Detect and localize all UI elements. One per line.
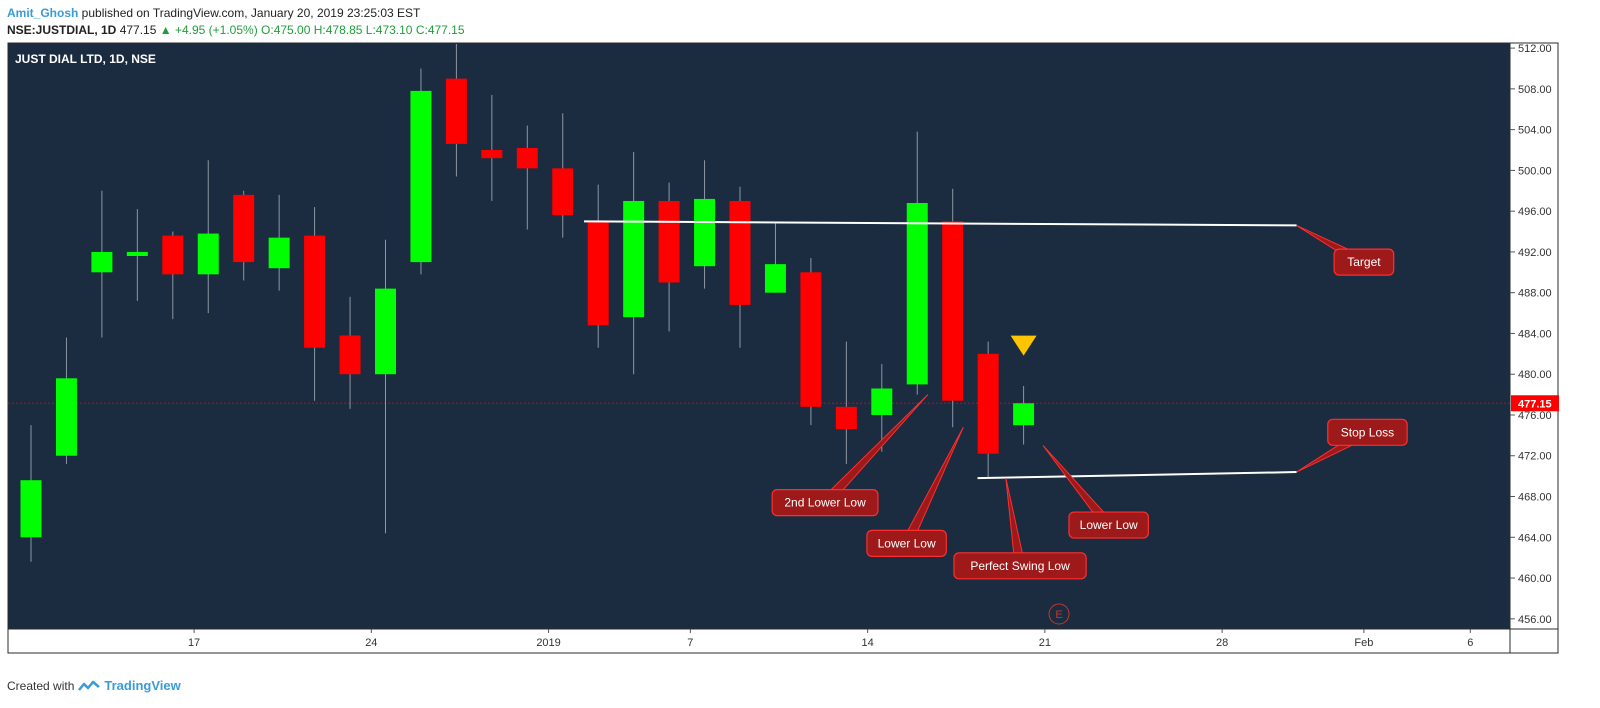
candle-body[interactable] [906, 203, 928, 385]
y-tick-label: 512.00 [1518, 43, 1552, 55]
candle-body[interactable] [55, 378, 77, 456]
symbol-name: NSE:JUSTDIAL, 1D [7, 23, 117, 37]
candle-body[interactable] [91, 251, 113, 273]
second-lower-low-label-box[interactable] [771, 489, 879, 517]
candle-body[interactable] [977, 353, 999, 454]
perfect-swing-low-label-box[interactable] [953, 552, 1087, 580]
x-tick-label: 7 [687, 637, 693, 649]
y-tick-label: 492.00 [1518, 247, 1552, 259]
y-tick-label: 500.00 [1518, 165, 1552, 177]
x-tick-label: Feb [1354, 637, 1373, 649]
target-line[interactable] [584, 220, 1297, 227]
chart-title: JUST DIAL LTD, 1D, NSE [15, 52, 156, 66]
candle-body[interactable] [871, 388, 893, 415]
last-price-value: 477.15 [119, 23, 157, 37]
y-tick-label: 460.00 [1518, 573, 1552, 585]
candle-body[interactable] [339, 335, 361, 375]
candle-body[interactable] [445, 78, 467, 144]
y-tick-label: 464.00 [1518, 532, 1552, 544]
author-link[interactable]: Amit_Ghosh [7, 6, 79, 20]
candle-body[interactable] [800, 272, 822, 407]
price-change: ▲ +4.95 (+1.05%) [159, 23, 258, 37]
y-tick-label: 508.00 [1518, 84, 1552, 96]
candle-body[interactable] [126, 251, 148, 256]
x-tick-label: 24 [365, 637, 377, 649]
x-tick-label: 28 [1216, 637, 1228, 649]
candle-body[interactable] [658, 200, 680, 283]
ohlc-values: O:475.00 H:478.85 L:473.10 C:477.15 [261, 23, 465, 37]
y-tick-label: 504.00 [1518, 125, 1552, 137]
tradingview-logo-icon [78, 680, 101, 691]
target-label: Target [1347, 255, 1381, 269]
signal-triangle-icon [1010, 335, 1037, 356]
y-tick-label: 468.00 [1518, 492, 1552, 504]
candle-body[interactable] [304, 235, 326, 348]
last-price-label: 477.15 [1518, 398, 1552, 410]
candle-body[interactable] [729, 200, 751, 305]
x-tick-label: 2019 [536, 637, 560, 649]
plot-background[interactable] [8, 43, 1510, 629]
target-label-box[interactable] [1333, 248, 1395, 276]
stop-loss-label: Stop Loss [1341, 425, 1394, 439]
created-with-text: Created with [7, 678, 75, 693]
y-tick-label: 472.00 [1518, 451, 1552, 463]
candle-body[interactable] [20, 480, 42, 538]
x-tick-label: 6 [1467, 637, 1473, 649]
footer: Created with TradingView [7, 678, 181, 693]
candle-body[interactable] [481, 150, 503, 159]
y-tick-label: 480.00 [1518, 369, 1552, 381]
candle-body[interactable] [516, 147, 538, 169]
symbol-info-line: NSE:JUSTDIAL, 1D 477.15 ▲ +4.95 (+1.05%)… [7, 22, 465, 38]
earnings-label: E [1055, 609, 1062, 621]
y-tick-label: 496.00 [1518, 206, 1552, 218]
chart-frame [7, 42, 1559, 654]
second-lower-low-label: 2nd Lower Low [784, 496, 866, 510]
x-tick-label: 21 [1039, 637, 1051, 649]
candle-body[interactable] [233, 194, 255, 263]
candle-body[interactable] [410, 90, 432, 263]
x-tick-label: 14 [861, 637, 873, 649]
last-price-badge [1511, 395, 1559, 412]
x-tick-label: 17 [188, 637, 200, 649]
candle-body[interactable] [1013, 403, 1035, 426]
candle-body[interactable] [587, 221, 609, 326]
candle-body[interactable] [375, 288, 396, 375]
candle-body[interactable] [162, 235, 184, 275]
candle-body[interactable] [694, 198, 716, 267]
publish-info: Amit_Ghosh published on TradingView.com,… [7, 5, 420, 21]
y-tick-label: 484.00 [1518, 328, 1552, 340]
y-tick-label: 488.00 [1518, 288, 1552, 300]
y-tick-label: 476.00 [1518, 410, 1552, 422]
earnings-icon[interactable] [1048, 603, 1070, 625]
lower-low-label-left: Lower Low [878, 536, 936, 550]
stop-loss-label-box[interactable] [1327, 418, 1408, 446]
lower-low-label-right-box[interactable] [1068, 511, 1149, 539]
candle-body[interactable] [552, 168, 574, 216]
lower-low-label-left-box[interactable] [866, 529, 947, 557]
y-tick-label: 456.00 [1518, 614, 1552, 626]
candle-body[interactable] [268, 237, 290, 269]
stop-loss-line[interactable] [977, 471, 1297, 480]
lower-low-label-right: Lower Low [1080, 518, 1138, 532]
candle-body[interactable] [623, 200, 645, 318]
candle-body[interactable] [835, 406, 857, 430]
publish-text: published on TradingView.com, January 20… [78, 6, 421, 20]
candle-body[interactable] [197, 233, 219, 275]
candle-body[interactable] [764, 264, 786, 293]
candle-body[interactable] [942, 221, 964, 401]
tradingview-brand-link[interactable]: TradingView [104, 678, 181, 693]
perfect-swing-low-label: Perfect Swing Low [970, 559, 1070, 573]
